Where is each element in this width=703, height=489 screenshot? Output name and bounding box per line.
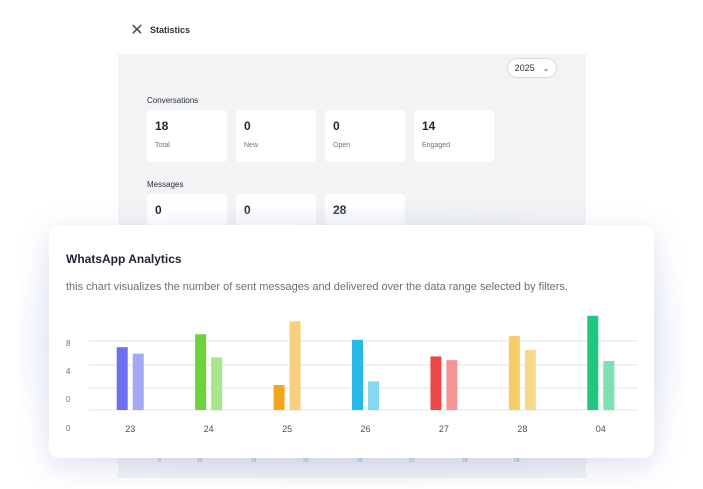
bar-27-series-1[interactable] <box>430 356 442 410</box>
bar-23-series-2[interactable] <box>132 353 144 410</box>
conversation-card-total: 18 Total <box>147 110 227 162</box>
analytics-subtitle: this chart visualizes the number of sent… <box>66 281 568 293</box>
bar-23-series-1[interactable] <box>116 347 128 410</box>
conversation-card-open: 0 Open <box>325 110 405 162</box>
bar-24-series-2[interactable] <box>211 357 223 410</box>
x-tick-label: 27 <box>439 424 449 434</box>
card-label: Engaged <box>422 142 451 149</box>
x-tick-label: 24 <box>204 424 214 434</box>
card-value: 0 <box>333 119 340 133</box>
bar-24-series-1[interactable] <box>195 334 207 410</box>
bar-25-series-2[interactable] <box>289 321 301 410</box>
year-select-value: 2025 <box>514 63 535 73</box>
statistics-header: ✕ Statistics <box>116 16 586 52</box>
x-tick-label: 26 <box>360 424 370 434</box>
analytics-title: WhatsApp Analytics <box>66 252 182 266</box>
bar-28-series-2[interactable] <box>524 349 536 410</box>
card-label: Open <box>333 142 351 149</box>
y-tick-label: 4 <box>66 367 71 376</box>
chevron-down-icon: ⌄ <box>542 63 550 73</box>
card-value: 18 <box>155 119 169 133</box>
x-tick-label: 25 <box>282 424 292 434</box>
messages-label: Messages <box>147 180 184 189</box>
card-label: Total <box>155 142 170 149</box>
y-tick-label: 0 <box>66 395 71 404</box>
analytics-bar-chart: 8 4 0 0 23 24 25 26 27 28 04 <box>66 315 638 434</box>
y-tick-label: 0 <box>66 424 71 433</box>
conversation-card-new: 0 New <box>236 110 316 162</box>
bar-27-series-2[interactable] <box>446 360 458 410</box>
bar-04-series-1[interactable] <box>587 315 599 410</box>
whatsapp-analytics-card: WhatsApp Analytics this chart visualizes… <box>49 225 654 458</box>
statistics-title: Statistics <box>150 25 191 35</box>
conversation-card-engaged: 14 Engaged <box>414 110 494 162</box>
x-tick-label: 23 <box>125 424 135 434</box>
card-value: 0 <box>244 119 251 133</box>
bar-28-series-1[interactable] <box>508 336 520 410</box>
x-tick-label: 04 <box>596 424 606 434</box>
bar-26-series-1[interactable] <box>352 339 363 410</box>
card-label: New <box>244 142 259 149</box>
card-value: 14 <box>422 119 436 133</box>
bar-25-series-1[interactable] <box>273 385 285 410</box>
x-tick-label: 28 <box>517 424 527 434</box>
year-select[interactable]: 2025 ⌄ <box>507 58 557 78</box>
y-tick-label: 8 <box>66 339 71 348</box>
bar-04-series-2[interactable] <box>603 361 615 410</box>
bar-26-series-2[interactable] <box>368 381 379 410</box>
conversations-label: Conversations <box>147 96 199 105</box>
close-icon[interactable]: ✕ <box>130 22 144 39</box>
